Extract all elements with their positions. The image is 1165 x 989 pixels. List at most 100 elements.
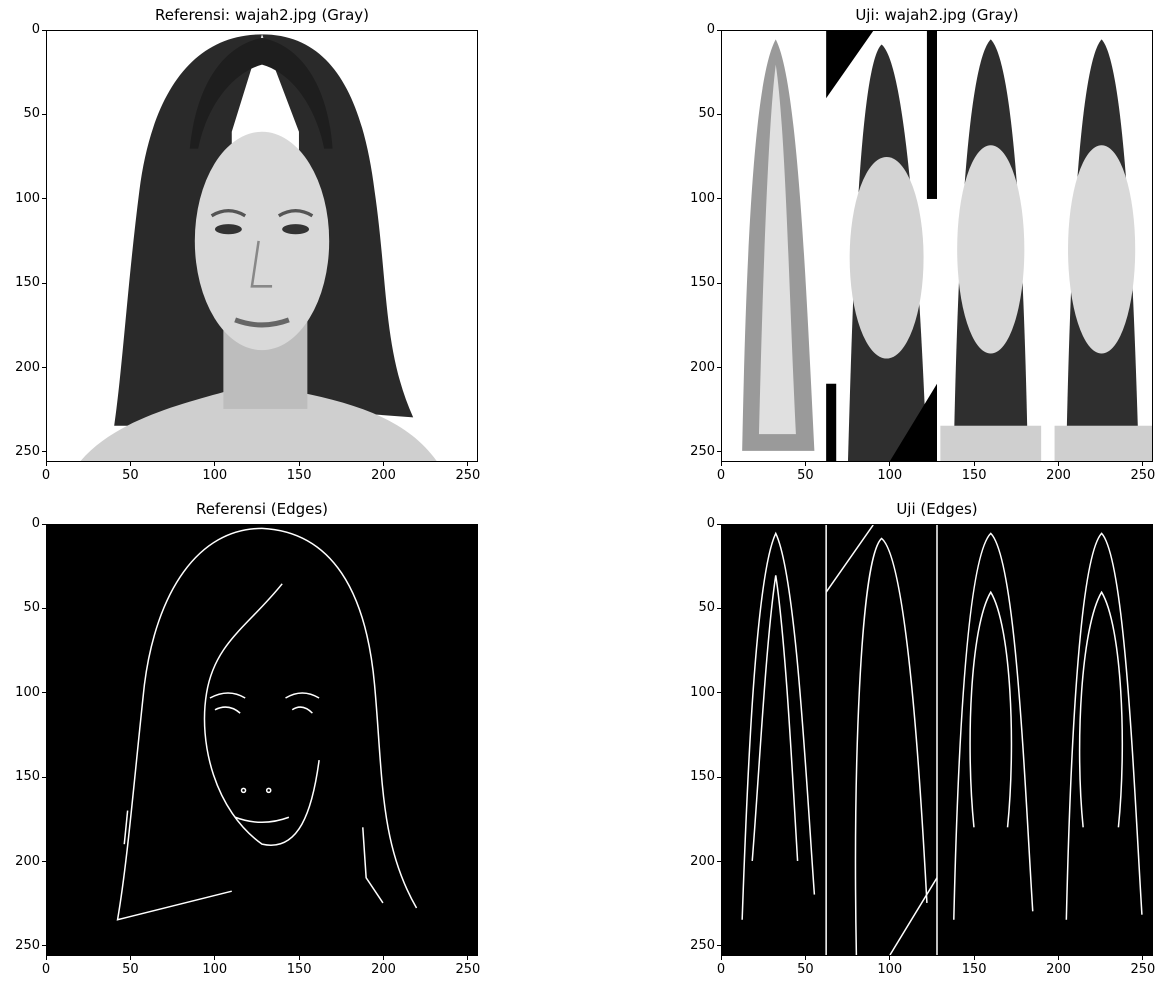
x-tick-mark xyxy=(720,956,722,960)
y-tick-label: 50 xyxy=(698,106,715,122)
x-tick-mark xyxy=(298,956,300,960)
x-tick-label: 150 xyxy=(961,962,987,977)
x-tick-mark xyxy=(1142,956,1144,960)
x-tick-mark xyxy=(720,462,722,466)
y-tick-label: 150 xyxy=(690,275,715,291)
y-tick-mark xyxy=(42,198,46,200)
image-axes xyxy=(46,524,478,956)
y-tick-mark xyxy=(717,29,721,31)
y-tick-mark xyxy=(717,113,721,115)
reference-gray-face-image xyxy=(47,31,477,461)
x-tick-mark xyxy=(383,462,384,466)
x-tick-mark xyxy=(804,462,806,466)
y-tick-label: 250 xyxy=(690,937,715,953)
panel-test-gray: Uji: wajah2.jpg (Gray) xyxy=(721,6,1153,462)
x-tick-mark xyxy=(973,956,975,960)
x-tick-mark xyxy=(889,462,891,466)
x-tick-label: 100 xyxy=(202,468,228,483)
x-tick-mark xyxy=(804,956,806,960)
x-tick-mark xyxy=(1058,462,1059,466)
x-tick-label: 50 xyxy=(797,962,814,977)
image-axes xyxy=(721,524,1153,956)
x-tick-label: 50 xyxy=(122,468,139,483)
x-tick-label: 50 xyxy=(122,962,139,977)
y-tick-label: 100 xyxy=(690,684,715,700)
y-tick-mark xyxy=(42,861,46,862)
y-tick-mark xyxy=(42,29,46,31)
x-tick-mark xyxy=(973,462,975,466)
y-tick-label: 150 xyxy=(15,275,40,291)
x-tick-mark xyxy=(467,462,469,466)
y-tick-mark xyxy=(42,945,46,947)
y-tick-label: 250 xyxy=(690,443,715,459)
y-tick-label: 100 xyxy=(15,190,40,206)
x-tick-label: 200 xyxy=(371,962,396,977)
panel-ref-gray: Referensi: wajah2.jpg (Gray) xyxy=(46,6,478,462)
y-tick-mark xyxy=(717,776,721,778)
x-tick-label: 250 xyxy=(455,962,481,977)
panel-title: Uji: wajah2.jpg (Gray) xyxy=(855,6,1019,24)
x-tick-mark xyxy=(129,956,131,960)
y-tick-mark xyxy=(42,523,46,525)
test-gray-strip-image xyxy=(722,31,1152,461)
x-tick-label: 200 xyxy=(371,468,396,483)
x-tick-label: 0 xyxy=(41,962,51,977)
x-tick-label: 250 xyxy=(1130,962,1156,977)
y-tick-mark xyxy=(717,198,721,200)
x-tick-label: 250 xyxy=(455,468,481,483)
y-tick-label: 250 xyxy=(15,937,40,953)
x-tick-label: 200 xyxy=(1046,468,1071,483)
y-tick-label: 0 xyxy=(706,516,715,531)
x-tick-label: 100 xyxy=(877,468,903,483)
x-tick-label: 100 xyxy=(202,962,228,977)
y-tick-label: 50 xyxy=(698,600,715,616)
y-tick-label: 0 xyxy=(706,22,715,37)
y-tick-label: 250 xyxy=(15,443,40,459)
x-tick-mark xyxy=(129,462,131,466)
test-edges-strip-image xyxy=(722,525,1152,955)
y-tick-mark xyxy=(42,282,46,284)
x-tick-label: 0 xyxy=(716,962,726,977)
y-tick-label: 0 xyxy=(31,22,40,37)
panel-ref-edges: Referensi (Edges) xyxy=(46,500,478,956)
y-tick-label: 0 xyxy=(31,516,40,531)
y-tick-mark xyxy=(717,282,721,284)
y-tick-label: 50 xyxy=(23,600,40,616)
x-tick-label: 150 xyxy=(961,468,987,483)
y-tick-mark xyxy=(717,945,721,947)
y-tick-label: 50 xyxy=(23,106,40,122)
y-tick-mark xyxy=(42,367,46,368)
y-tick-mark xyxy=(717,523,721,525)
y-tick-label: 200 xyxy=(15,853,40,869)
x-tick-label: 150 xyxy=(286,962,312,977)
y-tick-label: 150 xyxy=(690,769,715,785)
x-tick-label: 150 xyxy=(286,468,312,483)
x-tick-mark xyxy=(1058,956,1059,960)
x-tick-mark xyxy=(45,462,47,466)
x-tick-label: 50 xyxy=(797,468,814,483)
y-tick-label: 200 xyxy=(690,359,715,375)
y-tick-label: 100 xyxy=(690,190,715,206)
x-tick-mark xyxy=(467,956,469,960)
y-tick-mark xyxy=(717,451,721,453)
x-tick-mark xyxy=(1142,462,1144,466)
y-tick-mark xyxy=(717,692,721,694)
panel-test-edges: Uji (Edges) xyxy=(721,500,1153,956)
y-tick-mark xyxy=(717,861,721,862)
x-tick-label: 100 xyxy=(877,962,903,977)
panel-title: Referensi (Edges) xyxy=(195,500,329,518)
panel-title: Uji (Edges) xyxy=(896,500,978,518)
y-tick-mark xyxy=(717,607,721,609)
y-tick-mark xyxy=(42,607,46,609)
x-tick-mark xyxy=(214,956,216,960)
x-tick-mark xyxy=(383,956,384,960)
x-tick-label: 250 xyxy=(1130,468,1156,483)
x-tick-mark xyxy=(45,956,47,960)
y-tick-label: 150 xyxy=(15,769,40,785)
x-tick-mark xyxy=(214,462,216,466)
x-tick-mark xyxy=(298,462,300,466)
panel-title: Referensi: wajah2.jpg (Gray) xyxy=(154,6,370,24)
x-tick-label: 0 xyxy=(41,468,51,483)
y-tick-mark xyxy=(42,776,46,778)
y-tick-mark xyxy=(42,113,46,115)
